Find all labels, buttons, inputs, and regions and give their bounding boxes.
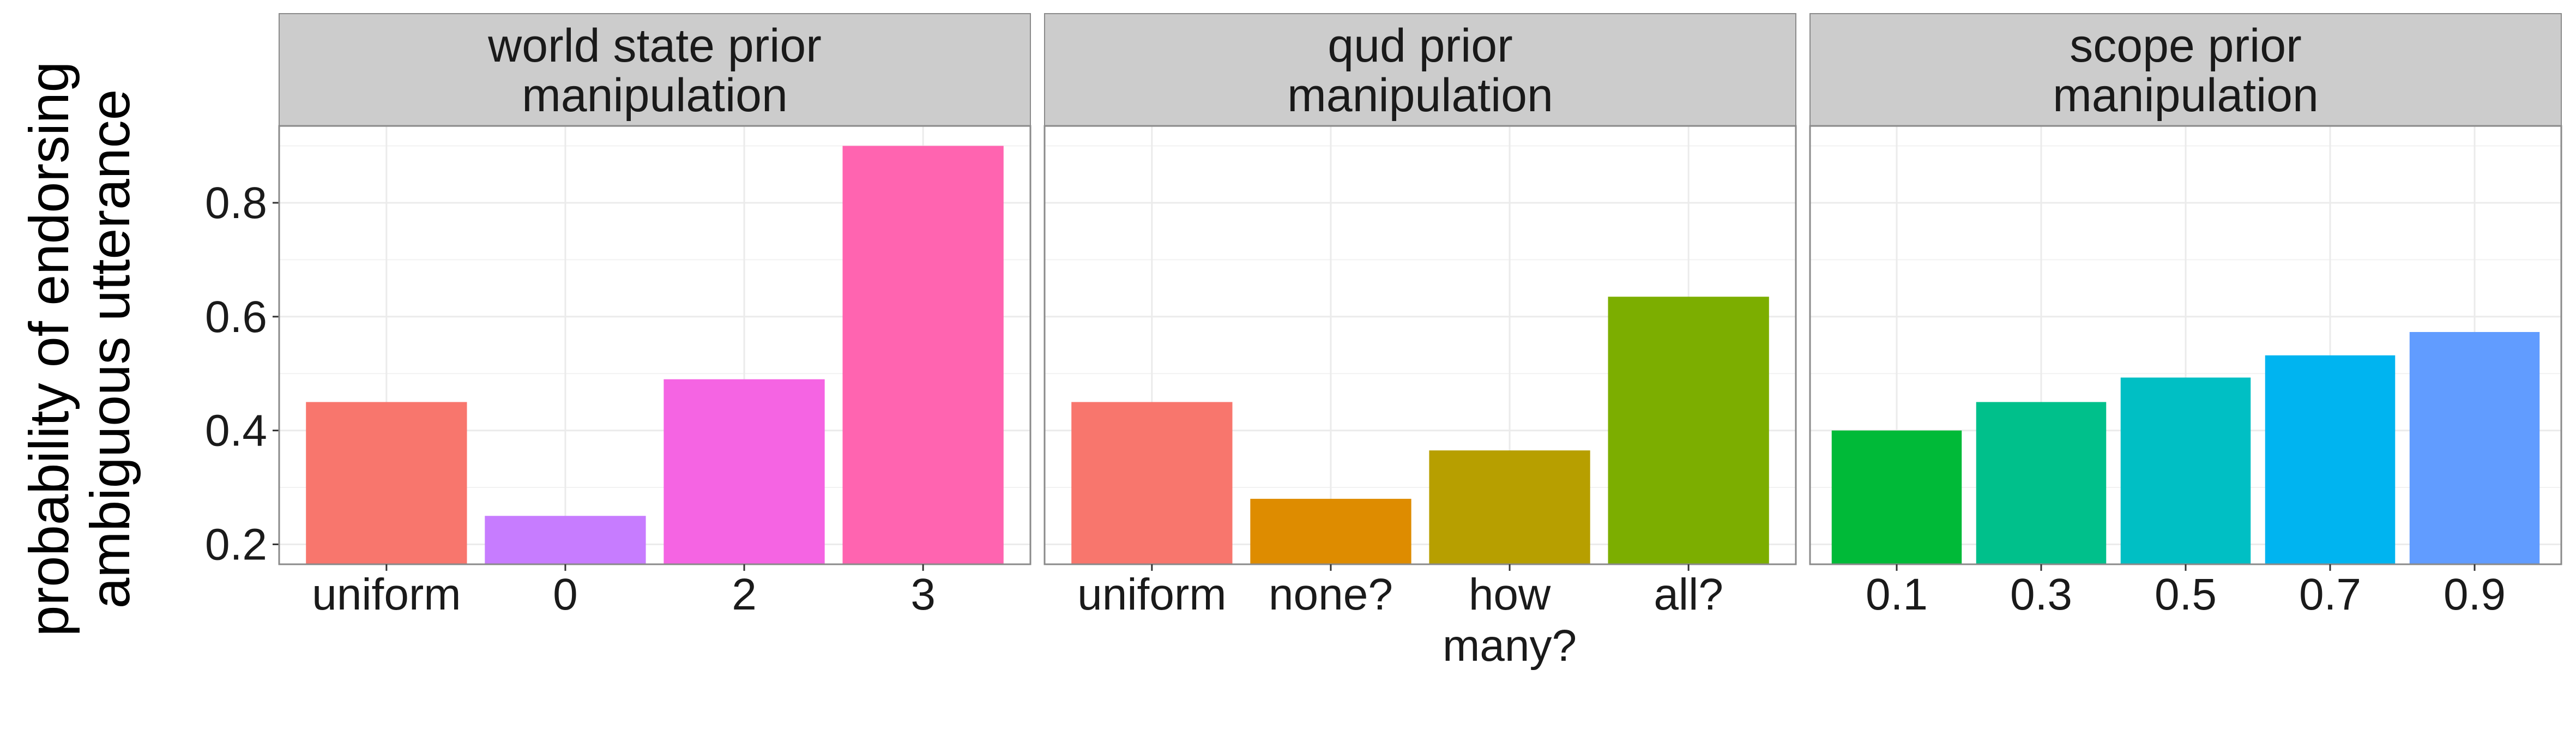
facet-strip-title: qud prior: [1328, 20, 1512, 72]
bar: [663, 379, 825, 564]
x-tick-label: 0.9: [2444, 570, 2506, 619]
x-tick-label: 3: [910, 570, 936, 619]
facet-strip: [1809, 13, 2562, 126]
bar: [1608, 297, 1769, 564]
facet-strip: [279, 13, 1031, 126]
x-tick-label: many?: [1443, 621, 1577, 671]
y-axis-title-line-1: probability of endorsing: [18, 62, 80, 637]
x-tick-label: 0.1: [1866, 570, 1928, 619]
bar: [485, 516, 646, 564]
x-tick-label: uniform: [1077, 570, 1226, 619]
bar: [2265, 355, 2396, 564]
x-tick-label: 0.5: [2155, 570, 2217, 619]
panel-border: [278, 125, 1031, 565]
x-tick-label: uniform: [312, 570, 461, 619]
facet-strip-title: manipulation: [2053, 69, 2319, 122]
bar: [1429, 450, 1590, 564]
y-axis-ticks: 0.2 0.4 0.6 0.8: [205, 178, 279, 569]
y-tick-label: 0.6: [205, 292, 267, 342]
bar: [1976, 402, 2107, 564]
panel-border: [1043, 125, 1797, 565]
facet-strip-title: manipulation: [1287, 69, 1553, 122]
bar: [2120, 377, 2251, 564]
bar: [1250, 498, 1411, 564]
y-axis-title-line-2: ambiguous utterance: [79, 89, 141, 609]
y-tick-label: 0.8: [205, 178, 267, 228]
bar: [1831, 430, 1962, 564]
bar: [842, 146, 1004, 565]
x-tick-label: how: [1469, 570, 1551, 619]
x-tick-label: 0.7: [2299, 570, 2361, 619]
x-tick-label: none?: [1269, 570, 1393, 619]
x-tick-label: 0: [553, 570, 578, 619]
facet-strip: [1044, 13, 1796, 126]
facet-strip-title: scope prior: [2070, 20, 2301, 72]
x-tick-label: 2: [732, 570, 757, 619]
facet-strip-title: world state prior: [487, 20, 822, 72]
x-tick-label: all?: [1654, 570, 1723, 619]
x-tick-label: 0.3: [2010, 570, 2072, 619]
y-tick-label: 0.2: [205, 520, 267, 569]
bar: [306, 402, 467, 564]
y-axis-title: probability of endorsing ambiguous utter…: [18, 62, 141, 637]
facet-strip-title: manipulation: [522, 69, 788, 122]
y-tick-label: 0.4: [205, 406, 267, 456]
bar: [2409, 331, 2540, 564]
bar: [1071, 402, 1233, 564]
